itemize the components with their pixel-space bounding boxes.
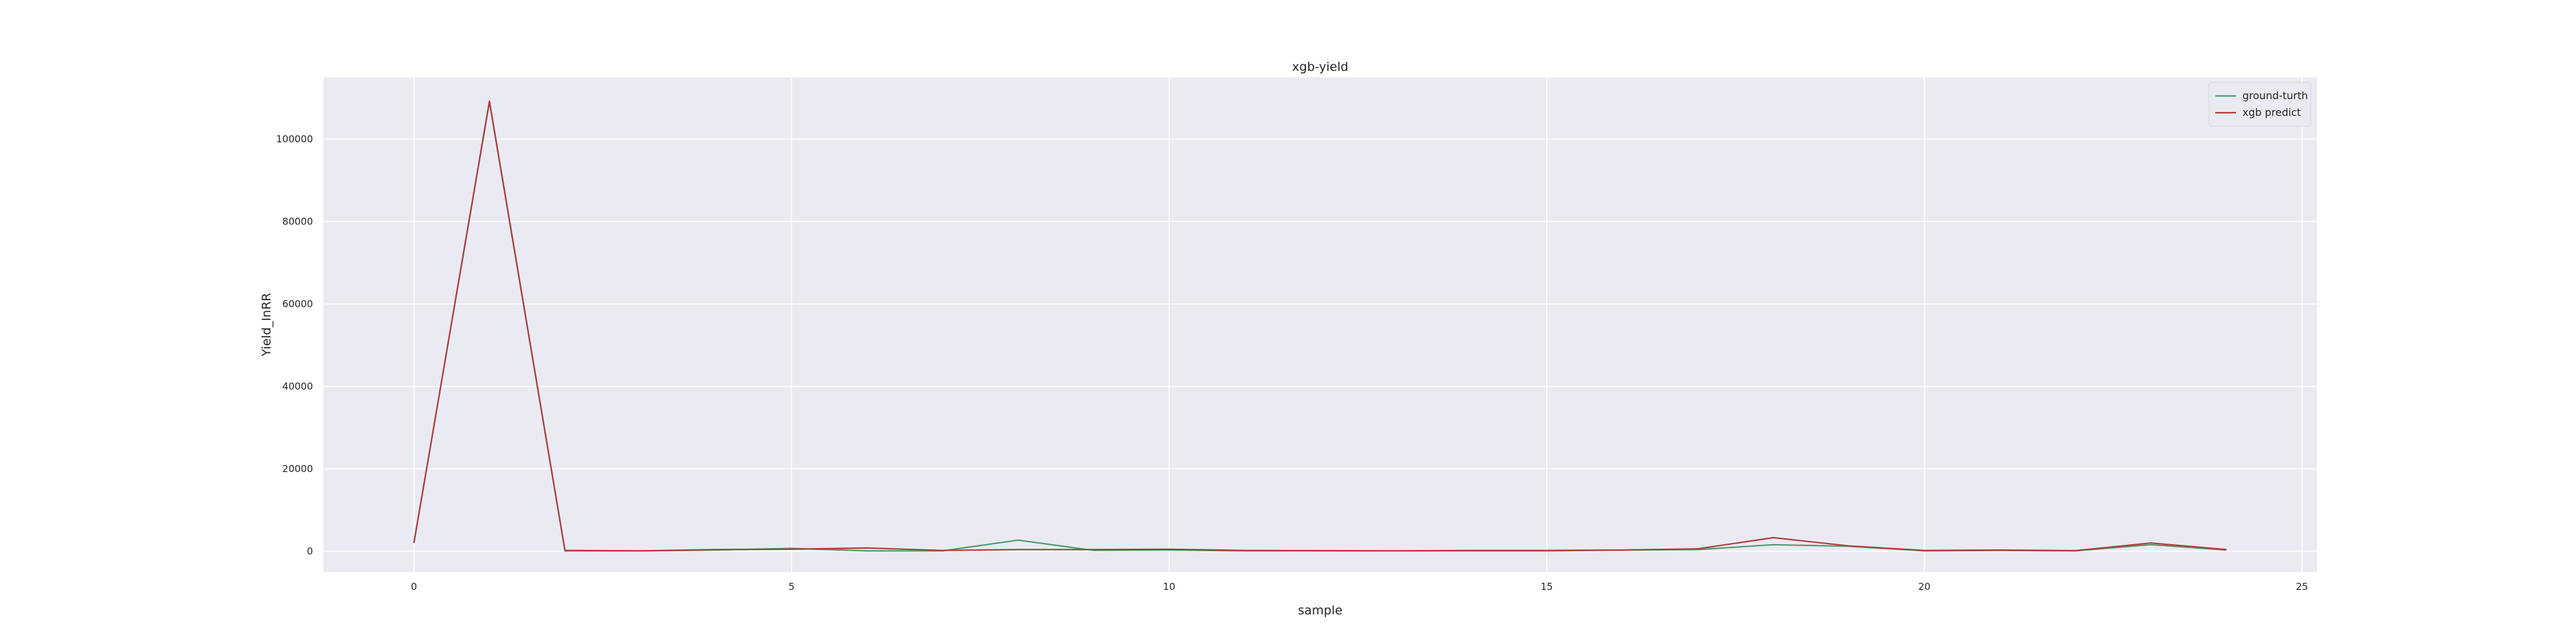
y-tick-label: 40000: [282, 381, 313, 392]
x-tick-label: 15: [1540, 581, 1553, 592]
grid-lines: [323, 77, 2317, 572]
chart-title: xgb-yield: [1292, 60, 1348, 74]
y-axis-label: Yield_InRR: [260, 293, 274, 357]
tick-labels: 0 5 10 15 20 25 0 20000 40000 60000 80000 100000: [276, 133, 2308, 592]
x-axis-label: sample: [1298, 603, 1342, 618]
legend: ground-turth xgb predict: [2208, 82, 2311, 127]
legend-label-2: xgb predict: [2242, 106, 2301, 118]
y-tick-label: 60000: [282, 298, 313, 310]
x-tick-label: 20: [1918, 581, 1931, 592]
y-tick-label: 100000: [276, 133, 313, 145]
series-line-2: [413, 100, 2227, 552]
y-tick-label: 0: [307, 545, 313, 557]
legend-box: [2208, 82, 2311, 127]
y-tick-label: 20000: [282, 463, 313, 475]
x-tick-label: 0: [411, 581, 417, 592]
series-lines: [413, 100, 2227, 552]
x-tick-label: 10: [1163, 581, 1175, 592]
y-tick-label: 80000: [282, 216, 313, 227]
legend-label-1: ground-turth: [2242, 90, 2308, 102]
plot-area: [323, 77, 2317, 572]
x-tick-label: 25: [2296, 581, 2308, 592]
x-tick-label: 5: [788, 581, 795, 592]
